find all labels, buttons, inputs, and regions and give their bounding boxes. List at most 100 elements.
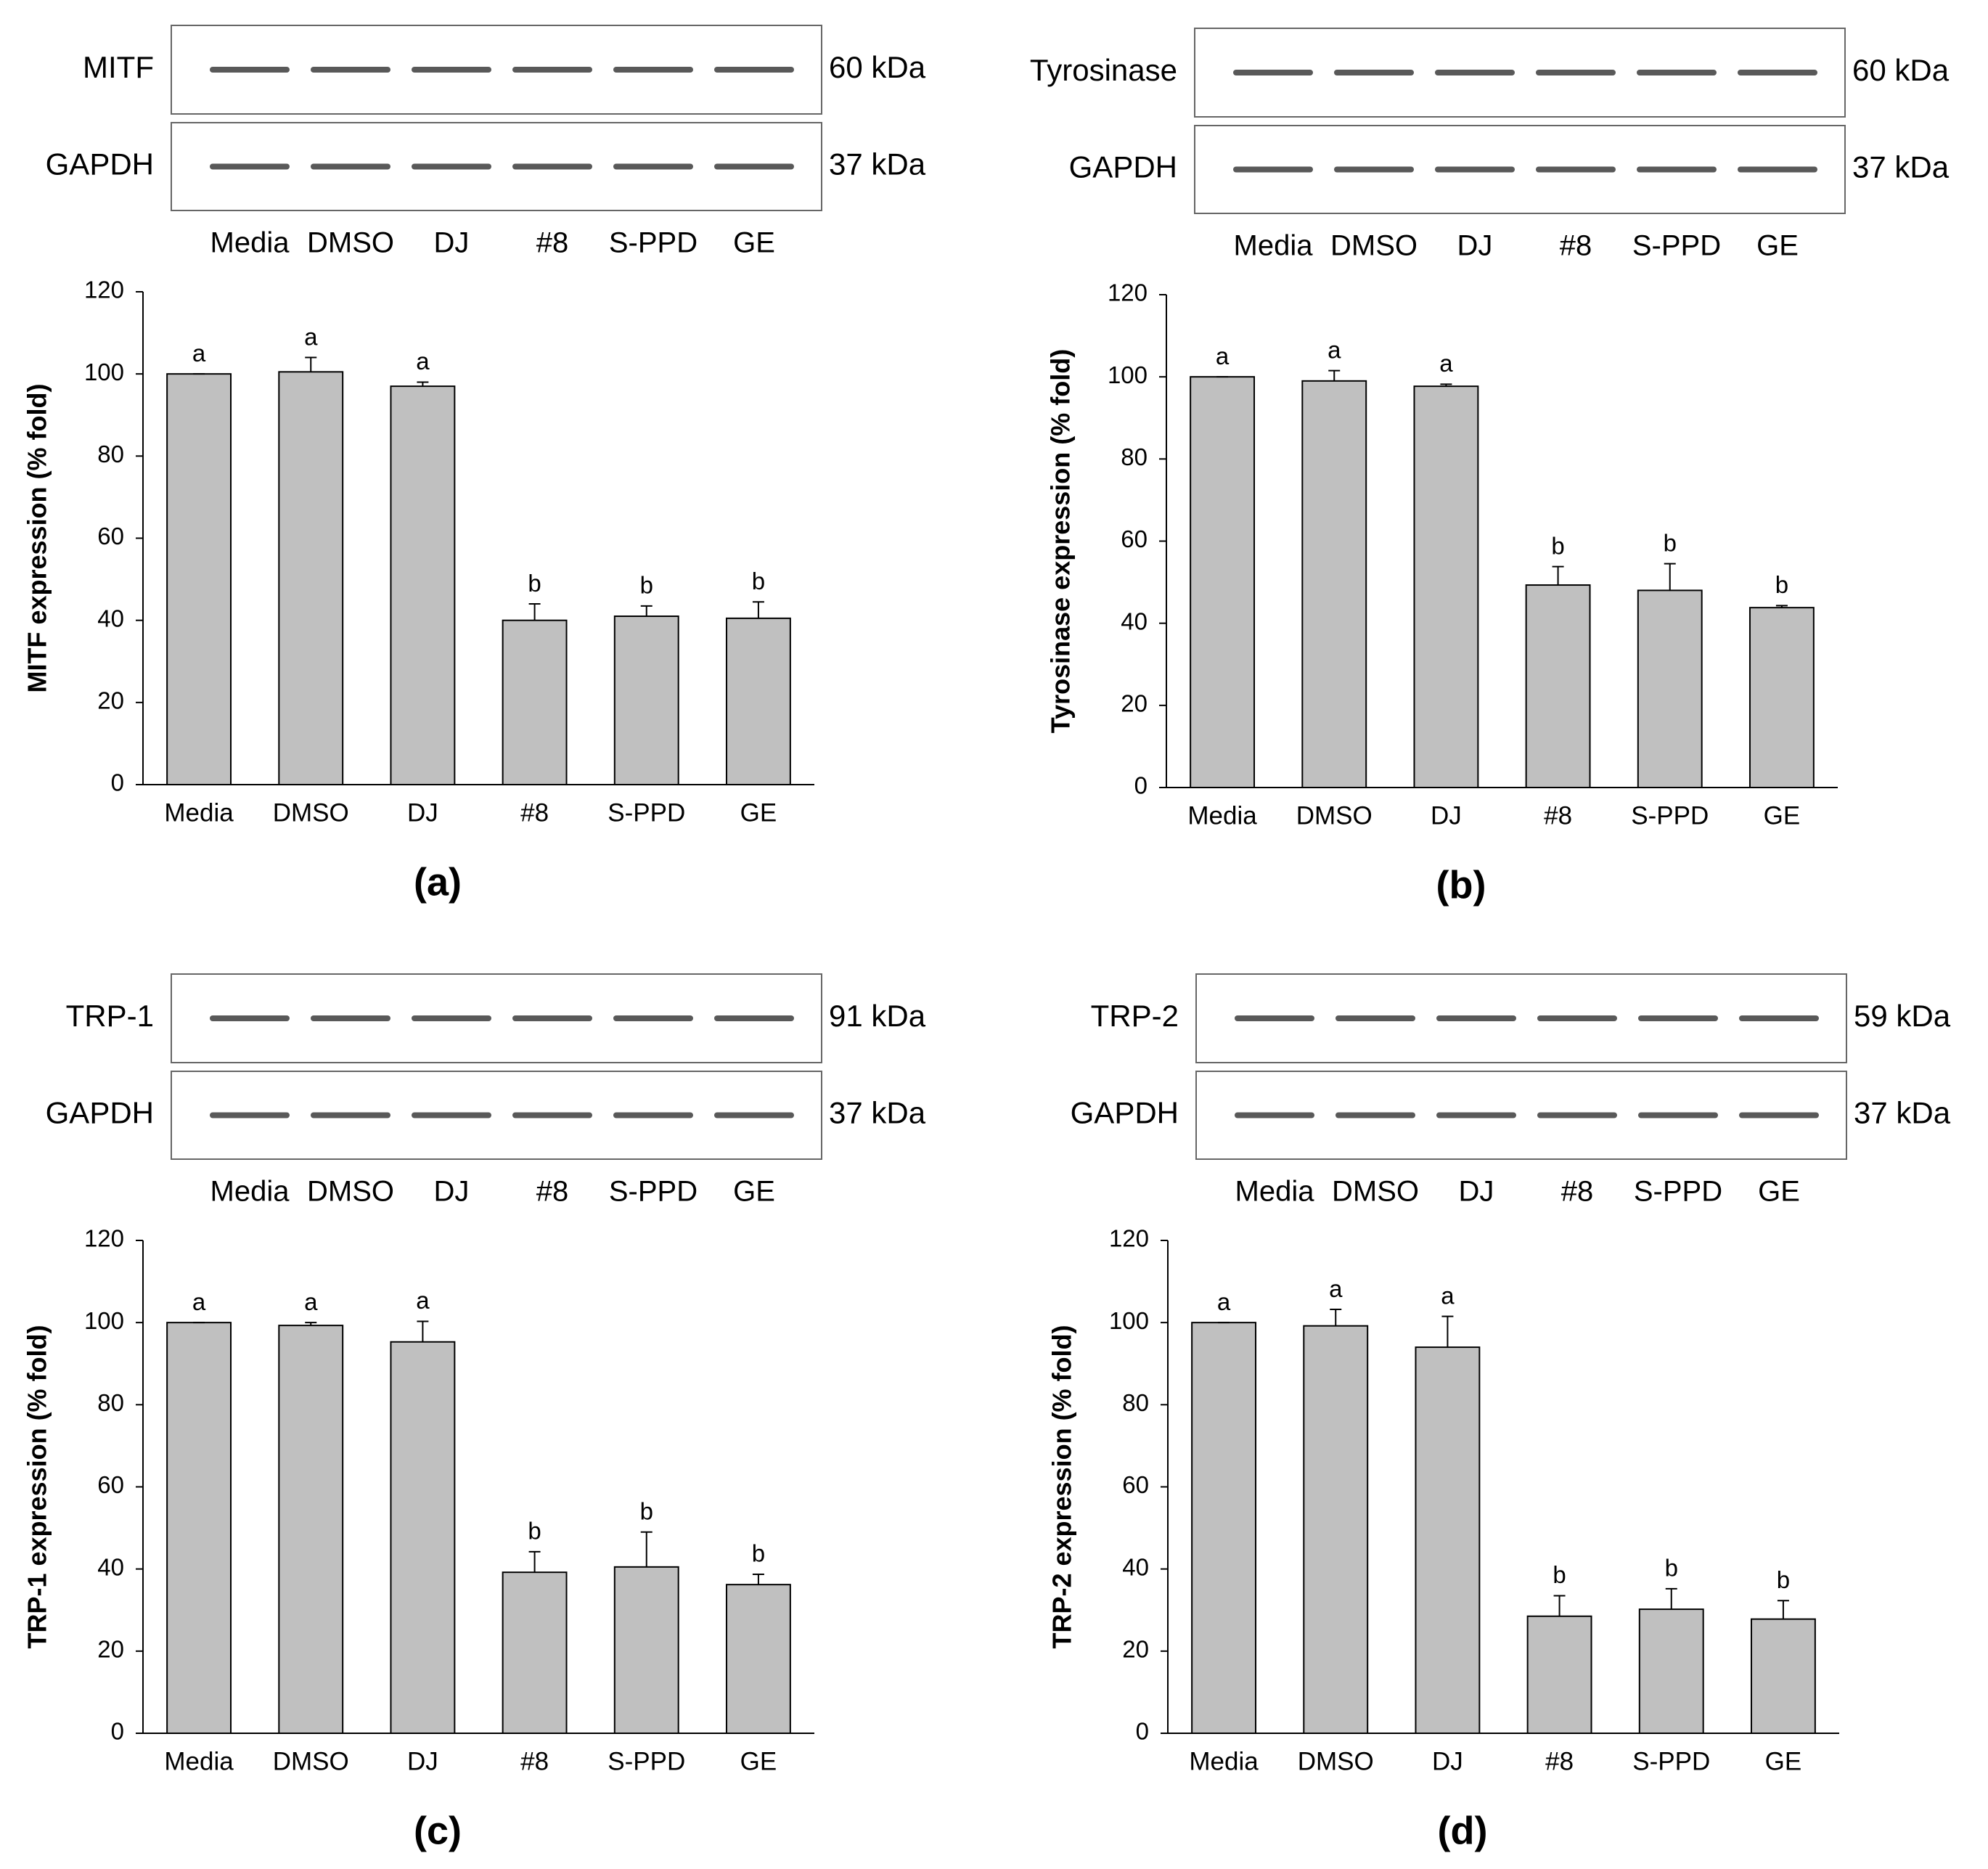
bar (1748, 607, 1815, 788)
blot-band (1536, 70, 1616, 75)
blot-band (311, 163, 390, 170)
y-tick-label: 80 (1121, 443, 1148, 470)
significance-letter: b (528, 570, 541, 597)
y-tick-label: 0 (111, 769, 124, 796)
significance-letter: b (1553, 1561, 1566, 1588)
error-bar (1777, 1600, 1789, 1619)
blot-band (613, 163, 693, 170)
significance-letter: a (192, 1288, 206, 1315)
blot-band (512, 1112, 592, 1118)
y-axis-label: Tyrosinase expression (% fold) (1046, 349, 1076, 733)
bar (1526, 1615, 1592, 1734)
blot-band (714, 67, 794, 73)
bar (390, 385, 456, 785)
lane-label: S-PPD (1632, 230, 1721, 262)
x-tick-label: DJ (407, 798, 438, 827)
lane-label: #8 (1560, 230, 1592, 262)
y-axis-label: MITF expression (% fold) (23, 383, 52, 692)
lane-label: DJ (1457, 230, 1493, 262)
panel-label: (c) (414, 1809, 462, 1852)
y-tick-label: 80 (1122, 1389, 1149, 1416)
error-bar (640, 605, 653, 617)
blot-band (1537, 1015, 1617, 1021)
y-tick-label: 40 (1122, 1553, 1149, 1580)
x-tick-label: #8 (520, 798, 549, 827)
x-tick-label: S-PPD (1632, 1747, 1710, 1775)
bar (166, 1322, 232, 1734)
y-tick-label: 0 (111, 1718, 124, 1745)
axes (1167, 1240, 1839, 1734)
y-tick-label: 20 (97, 1636, 124, 1663)
y-tick-label: 80 (97, 441, 124, 467)
blot-band (412, 67, 491, 73)
y-tick-label: 60 (1122, 1471, 1149, 1498)
blot-band (1436, 1112, 1516, 1118)
bar (1191, 1322, 1257, 1734)
x-tick-label: DMSO (1296, 801, 1373, 830)
y-tick-label: 40 (97, 605, 124, 631)
blot-size: 91 kDa (829, 999, 926, 1033)
y-tick-label: 0 (1136, 1718, 1149, 1745)
error-bar (528, 603, 541, 621)
y-axis-label: TRP-2 expression (% fold) (1047, 1325, 1077, 1648)
y-tick-label: 60 (1121, 525, 1148, 552)
error-bar (1440, 383, 1452, 387)
error-bar (1330, 1309, 1342, 1326)
blot-size: 60 kDa (829, 50, 926, 84)
significance-letter: a (1217, 1288, 1231, 1315)
blot-band (512, 1015, 592, 1021)
y-tick-label: 40 (97, 1553, 124, 1580)
blot-label: GAPDH (46, 147, 154, 181)
blot-band (1637, 166, 1717, 173)
blot-label: TRP-2 (1091, 999, 1179, 1033)
blot-band (1435, 166, 1515, 173)
significance-letter: b (752, 568, 765, 594)
panel: TRP-1 91 kDa GAPDH 37 kDa Media DMSO DJ #8 S-PPD… (23, 973, 926, 1852)
significance-letter: b (1775, 571, 1788, 598)
bar (502, 619, 568, 786)
panel: Tyrosinase 60 kDa GAPDH 37 kDa Media DMSO DJ #8… (1030, 28, 1950, 907)
blot-band (412, 1015, 491, 1021)
bar (1413, 385, 1479, 788)
blot-size: 37 kDa (1854, 1096, 1951, 1130)
error-bar (417, 381, 429, 387)
blot-band (1235, 1112, 1314, 1118)
y-tick-label: 100 (1108, 361, 1148, 388)
blot-band (613, 1015, 693, 1021)
x-tick-label: Media (164, 798, 234, 827)
lane-label: GE (1756, 230, 1799, 262)
significance-letter: b (1551, 532, 1564, 559)
lane-label: #8 (536, 1176, 569, 1208)
blot-label: GAPDH (46, 1096, 154, 1130)
blot-band (1235, 1015, 1314, 1021)
lane-label: DMSO (307, 1176, 394, 1208)
x-tick-label: GE (740, 798, 777, 827)
significance-letter: a (1439, 350, 1453, 377)
lane-label: Media (210, 1176, 290, 1208)
blot-band (1738, 166, 1817, 173)
blot-band (412, 163, 491, 170)
x-tick-label: #8 (520, 1747, 549, 1775)
error-bar (1664, 563, 1676, 591)
blot-band (512, 67, 592, 73)
axes (142, 292, 814, 785)
error-bar (528, 1550, 541, 1573)
blot-label: GAPDH (1069, 150, 1177, 184)
lane-label: S-PPD (609, 227, 698, 259)
y-tick-label: 120 (84, 277, 124, 303)
x-tick-label: DJ (1432, 1747, 1463, 1775)
blot-size: 60 kDa (1852, 53, 1950, 87)
lane-label: Media (210, 227, 290, 259)
error-bar (417, 1320, 429, 1342)
x-tick-label: DJ (407, 1747, 438, 1775)
error-bar (752, 1574, 764, 1585)
lane-label: DJ (434, 227, 470, 259)
blot-label: Tyrosinase (1030, 53, 1177, 87)
y-tick-label: 80 (97, 1389, 124, 1416)
y-tick-label: 20 (1121, 690, 1148, 717)
error-bar (1665, 1587, 1677, 1610)
x-tick-label: Media (164, 1747, 234, 1775)
lane-label: GE (1758, 1176, 1800, 1208)
significance-letter: b (640, 1497, 653, 1524)
